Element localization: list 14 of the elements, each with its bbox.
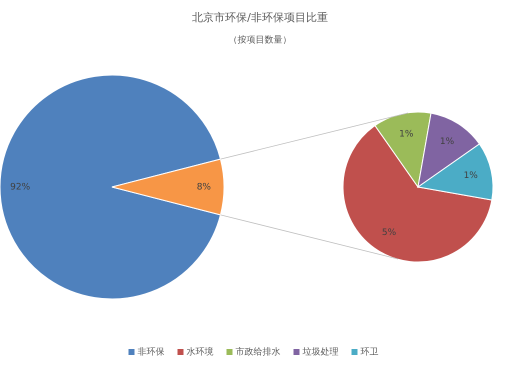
data-label: 8% <box>196 182 212 192</box>
data-label: 92% <box>10 182 31 192</box>
data-label: 1% <box>440 136 455 147</box>
pie-slice <box>0 74 221 300</box>
legend-label: 非环保 <box>138 346 164 358</box>
legend-label: 市政给排水 <box>236 346 280 358</box>
legend-label: 垃圾处理 <box>302 346 338 358</box>
data-label: 1% <box>464 170 478 181</box>
legend-label: 水环境 <box>186 346 214 358</box>
legend-label: 环卫 <box>360 347 378 358</box>
data-label: 1% <box>399 130 414 140</box>
text: 北京市环保/非环保项目比重 <box>192 11 328 24</box>
data-label: 5% <box>382 228 397 238</box>
text: （按项目数量） <box>228 34 292 46</box>
